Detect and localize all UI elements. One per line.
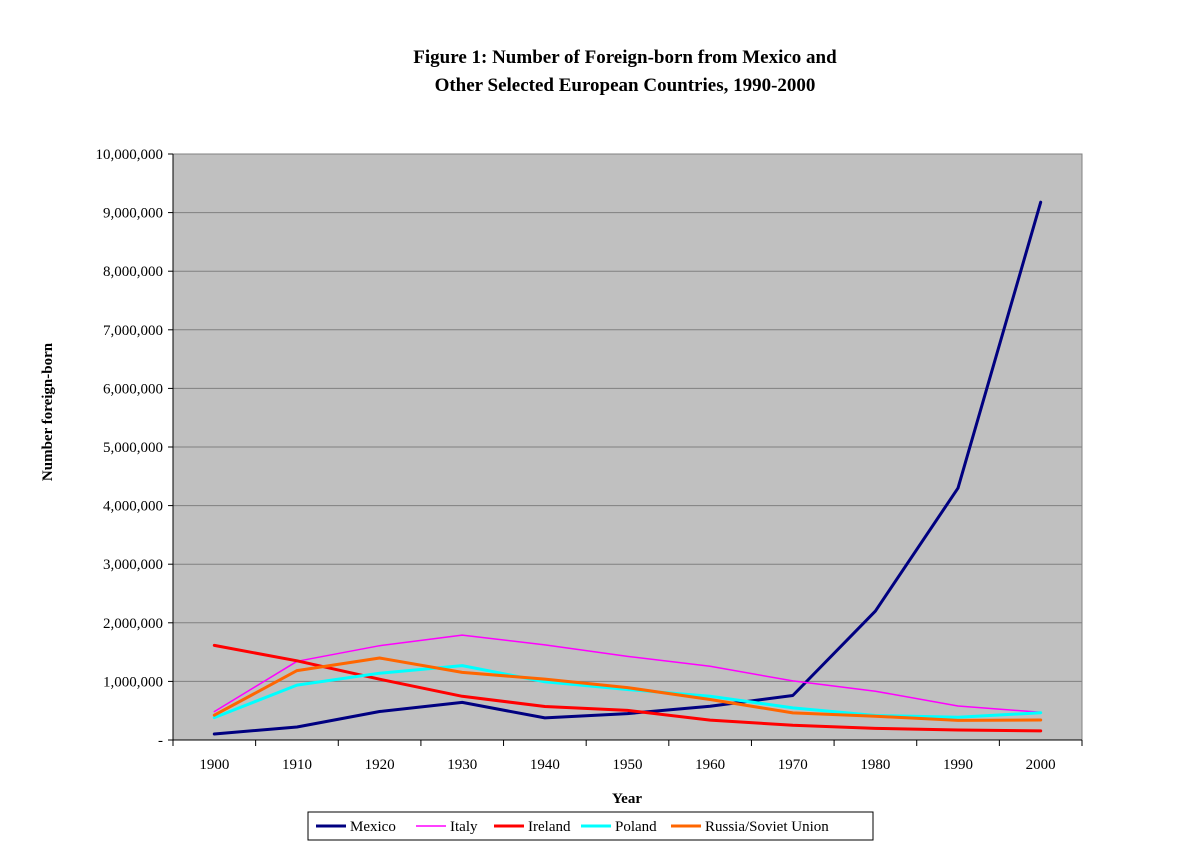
y-tick-label: 4,000,000: [103, 499, 163, 515]
x-tick-label: 1910: [282, 757, 312, 773]
x-tick-label: 1980: [860, 757, 890, 773]
y-tick-label: 10,000,000: [96, 147, 164, 163]
y-tick-label: 3,000,000: [103, 557, 163, 573]
y-tick-label: 9,000,000: [103, 206, 163, 222]
gridlines: [173, 153, 1082, 682]
y-tick-label: 1,000,000: [103, 674, 163, 690]
x-tick-label: 1940: [530, 757, 560, 773]
series-line-mexico: [212, 200, 1043, 736]
legend-label-poland: Poland: [615, 819, 657, 835]
legend-label-italy: Italy: [450, 819, 478, 835]
legend-label-ireland: Ireland: [528, 819, 571, 835]
x-axis-ticks: 1900 1910 1920 1930 1940 1950 1960 1970 1980 1990…: [172, 740, 1083, 773]
chart-title-line-1: Figure 1: Number of Foreign-born from Me…: [413, 47, 837, 68]
x-tick-label: 1950: [613, 757, 643, 773]
legend-label-russia-soviet-union: Russia/Soviet Union: [705, 819, 829, 835]
chart-title-line-2: Other Selected European Countries, 1990-…: [434, 75, 816, 96]
y-tick-label: 6,000,000: [103, 381, 163, 397]
series-lines: [212, 200, 1043, 736]
x-tick-label: 1970: [778, 757, 808, 773]
y-tick-label: -: [158, 733, 163, 749]
x-tick-label: 1960: [695, 757, 725, 773]
legend: Mexico Italy Ireland Poland Russia/Soviet Un…: [307, 811, 874, 841]
y-axis-title: Number foreign-born: [40, 342, 56, 481]
x-tick-label: 1920: [365, 757, 395, 773]
y-tick-label: 7,000,000: [103, 323, 163, 339]
x-axis-title: Year: [612, 791, 642, 807]
x-tick-label: 1930: [447, 757, 477, 773]
legend-label-mexico: Mexico: [350, 819, 396, 835]
x-tick-label: 2000: [1026, 757, 1056, 773]
y-axis-ticks: - 1,000,000 2,000,000 3,000,000 4,000,000 5,0…: [96, 147, 173, 749]
y-tick-label: 8,000,000: [103, 264, 163, 280]
y-tick-label: 5,000,000: [103, 440, 163, 456]
x-tick-label: 1900: [199, 757, 229, 773]
chart-title: Figure 1: Number of Foreign-born from Me…: [0, 44, 1199, 100]
x-tick-label: 1990: [943, 757, 973, 773]
series-line-russia-soviet-union: [212, 656, 1043, 722]
series-line-italy: [213, 634, 1042, 714]
y-tick-label: 2,000,000: [103, 616, 163, 632]
series-line-ireland: [212, 643, 1043, 733]
